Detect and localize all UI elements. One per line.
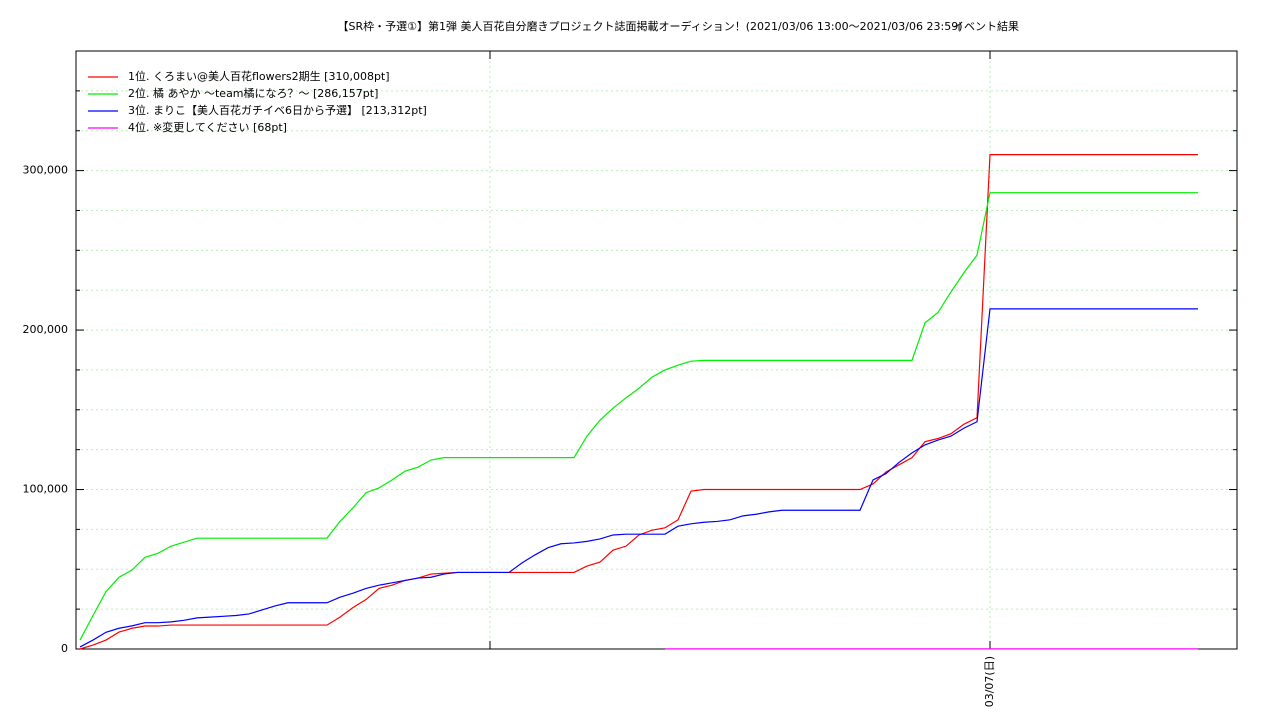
chart-subtitle: イベント結果	[953, 19, 1019, 33]
y-tick-label: 300,000	[23, 164, 69, 177]
legend-label: 2位. 橘 あやか 〜team橘になろ？〜 [286,157pt]	[128, 86, 378, 100]
legend-label: 1位. くろまい@美人百花flowers2期生 [310,008pt]	[128, 69, 390, 83]
series-line	[79, 154, 1198, 650]
y-tick-label: 200,000	[23, 323, 69, 336]
series-line	[79, 192, 1198, 641]
y-tick-label: 0	[61, 642, 68, 655]
y-tick-label: 100,000	[23, 483, 69, 496]
series-line	[79, 308, 1198, 648]
plot-frame	[75, 50, 1238, 650]
legend-label: 3位. まりこ【美人百花ガチイベ6日から予選】 [213,312pt]	[128, 103, 427, 117]
chart-title: 【SR枠・予選①】第1弾 美人百花自分磨きプロジェクト誌面掲載オーディション！(…	[338, 19, 963, 33]
x-tick-label: 03/07(日)	[983, 656, 996, 707]
legend-label: 4位. ※変更してください [68pt]	[128, 120, 287, 134]
